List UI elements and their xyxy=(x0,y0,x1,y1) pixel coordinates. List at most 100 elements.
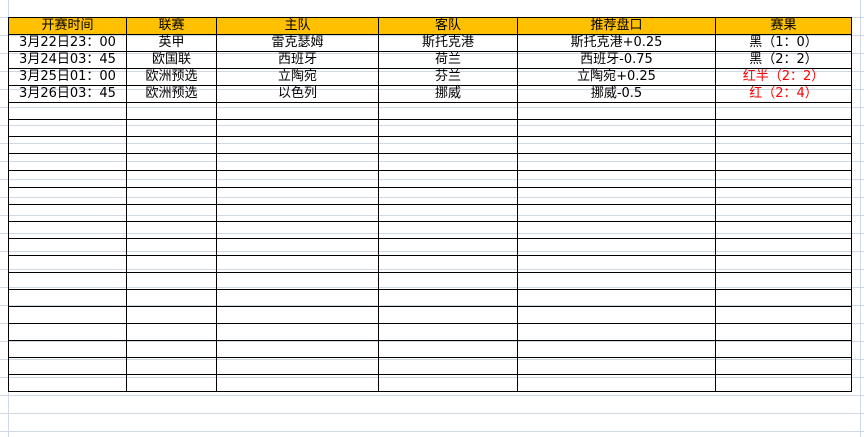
empty-cell[interactable] xyxy=(8,340,127,358)
empty-cell[interactable] xyxy=(216,306,379,324)
empty-cell[interactable] xyxy=(216,119,379,137)
empty-cell[interactable] xyxy=(8,204,127,222)
empty-cell[interactable] xyxy=(8,102,127,120)
header-time[interactable]: 开赛时间 xyxy=(8,17,127,35)
empty-cell[interactable] xyxy=(126,272,217,290)
empty-cell[interactable] xyxy=(8,119,127,137)
empty-cell[interactable] xyxy=(378,374,518,392)
empty-cell[interactable] xyxy=(216,187,379,205)
header-home[interactable]: 主队 xyxy=(216,17,379,35)
empty-cell[interactable] xyxy=(517,238,716,256)
cell-time[interactable]: 3月26日03：45 xyxy=(8,85,127,103)
header-league[interactable]: 联赛 xyxy=(126,17,217,35)
empty-cell[interactable] xyxy=(126,306,217,324)
empty-cell[interactable] xyxy=(8,136,127,154)
empty-cell[interactable] xyxy=(8,357,127,375)
empty-cell[interactable] xyxy=(517,153,716,171)
header-pick[interactable]: 推荐盘口 xyxy=(517,17,716,35)
empty-cell[interactable] xyxy=(126,102,217,120)
empty-cell[interactable] xyxy=(715,221,852,239)
cell-league[interactable]: 欧洲预选 xyxy=(126,68,217,86)
empty-cell[interactable] xyxy=(216,289,379,307)
empty-cell[interactable] xyxy=(378,357,518,375)
empty-cell[interactable] xyxy=(517,221,716,239)
empty-cell[interactable] xyxy=(517,255,716,273)
empty-cell[interactable] xyxy=(378,238,518,256)
empty-cell[interactable] xyxy=(216,204,379,222)
empty-cell[interactable] xyxy=(378,323,518,341)
empty-cell[interactable] xyxy=(216,255,379,273)
cell-result[interactable]: 红半（2：2） xyxy=(715,68,852,86)
empty-cell[interactable] xyxy=(126,204,217,222)
empty-cell[interactable] xyxy=(126,187,217,205)
cell-home[interactable]: 西班牙 xyxy=(216,51,379,69)
empty-cell[interactable] xyxy=(378,306,518,324)
header-away[interactable]: 客队 xyxy=(378,17,518,35)
empty-cell[interactable] xyxy=(517,272,716,290)
empty-cell[interactable] xyxy=(216,170,379,188)
empty-cell[interactable] xyxy=(715,102,852,120)
empty-cell[interactable] xyxy=(517,102,716,120)
empty-cell[interactable] xyxy=(8,238,127,256)
cell-time[interactable]: 3月25日01：00 xyxy=(8,68,127,86)
empty-cell[interactable] xyxy=(715,255,852,273)
cell-time[interactable]: 3月24日03：45 xyxy=(8,51,127,69)
empty-cell[interactable] xyxy=(126,289,217,307)
empty-cell[interactable] xyxy=(8,306,127,324)
empty-cell[interactable] xyxy=(715,272,852,290)
empty-cell[interactable] xyxy=(126,340,217,358)
empty-cell[interactable] xyxy=(126,221,217,239)
empty-cell[interactable] xyxy=(517,187,716,205)
empty-cell[interactable] xyxy=(126,153,217,171)
empty-cell[interactable] xyxy=(378,136,518,154)
cell-home[interactable]: 以色列 xyxy=(216,85,379,103)
empty-cell[interactable] xyxy=(126,238,217,256)
empty-cell[interactable] xyxy=(8,187,127,205)
cell-away[interactable]: 荷兰 xyxy=(378,51,518,69)
empty-cell[interactable] xyxy=(517,136,716,154)
empty-cell[interactable] xyxy=(715,170,852,188)
empty-cell[interactable] xyxy=(715,119,852,137)
empty-cell[interactable] xyxy=(216,153,379,171)
empty-cell[interactable] xyxy=(216,374,379,392)
empty-cell[interactable] xyxy=(517,119,716,137)
empty-cell[interactable] xyxy=(8,153,127,171)
empty-cell[interactable] xyxy=(715,153,852,171)
empty-cell[interactable] xyxy=(378,340,518,358)
empty-cell[interactable] xyxy=(126,357,217,375)
cell-result[interactable]: 黑（2：2） xyxy=(715,51,852,69)
empty-cell[interactable] xyxy=(8,255,127,273)
empty-cell[interactable] xyxy=(378,119,518,137)
empty-cell[interactable] xyxy=(715,306,852,324)
cell-result[interactable]: 黑（1：0） xyxy=(715,34,852,52)
empty-cell[interactable] xyxy=(378,272,518,290)
cell-league[interactable]: 欧国联 xyxy=(126,51,217,69)
empty-cell[interactable] xyxy=(715,357,852,375)
empty-cell[interactable] xyxy=(126,374,217,392)
empty-cell[interactable] xyxy=(715,340,852,358)
empty-cell[interactable] xyxy=(216,221,379,239)
empty-cell[interactable] xyxy=(378,221,518,239)
cell-away[interactable]: 挪威 xyxy=(378,85,518,103)
empty-cell[interactable] xyxy=(216,323,379,341)
empty-cell[interactable] xyxy=(517,357,716,375)
cell-pick[interactable]: 斯托克港+0.25 xyxy=(517,34,716,52)
cell-pick[interactable]: 立陶宛+0.25 xyxy=(517,68,716,86)
empty-cell[interactable] xyxy=(378,102,518,120)
empty-cell[interactable] xyxy=(517,204,716,222)
cell-pick[interactable]: 西班牙-0.75 xyxy=(517,51,716,69)
empty-cell[interactable] xyxy=(8,323,127,341)
empty-cell[interactable] xyxy=(378,204,518,222)
empty-cell[interactable] xyxy=(8,221,127,239)
empty-cell[interactable] xyxy=(715,323,852,341)
cell-league[interactable]: 英甲 xyxy=(126,34,217,52)
empty-cell[interactable] xyxy=(216,272,379,290)
cell-home[interactable]: 立陶宛 xyxy=(216,68,379,86)
empty-cell[interactable] xyxy=(216,357,379,375)
empty-cell[interactable] xyxy=(216,238,379,256)
empty-cell[interactable] xyxy=(216,102,379,120)
empty-cell[interactable] xyxy=(126,136,217,154)
cell-away[interactable]: 斯托克港 xyxy=(378,34,518,52)
header-result[interactable]: 赛果 xyxy=(715,17,852,35)
empty-cell[interactable] xyxy=(517,306,716,324)
